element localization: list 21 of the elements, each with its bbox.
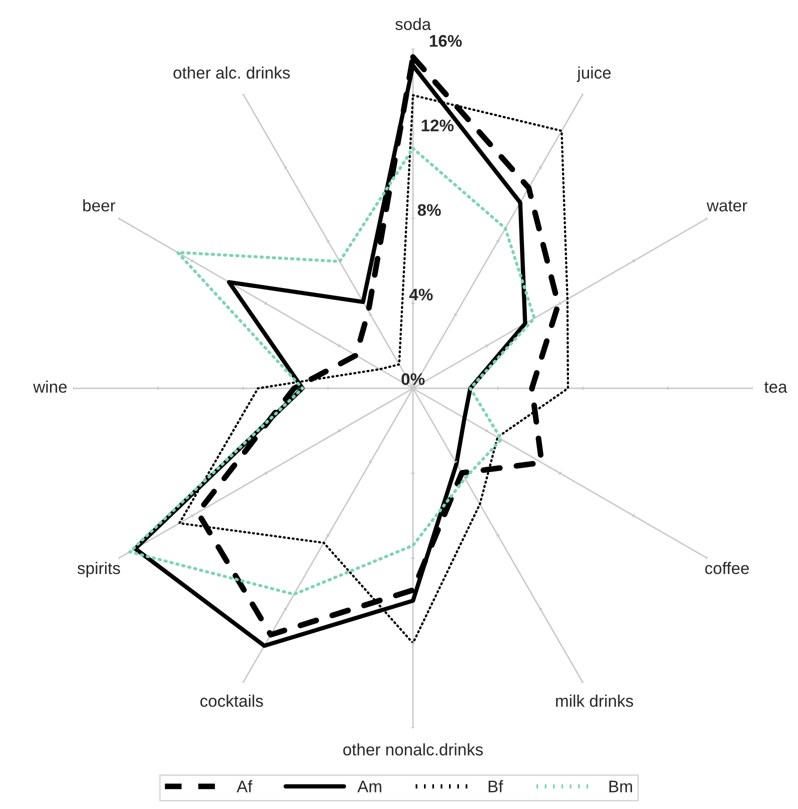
y-tick-label: 4% xyxy=(409,288,433,300)
y-tick-label: 16% xyxy=(430,35,462,47)
spoke-label: other alc. drinks xyxy=(174,66,290,79)
legend-label: Af xyxy=(236,780,252,792)
legend-label: Bf xyxy=(488,780,504,792)
spoke-label: wine xyxy=(33,380,67,393)
spoke-label: other nonalc.drinks xyxy=(343,743,483,756)
y-tick-label: 8% xyxy=(418,204,441,216)
spoke-label: beer xyxy=(83,199,116,212)
spoke-label: tea xyxy=(764,382,788,393)
spoke-label: water xyxy=(706,200,748,212)
spoke-label: milk drinks xyxy=(556,694,634,707)
legend-label: Bm xyxy=(609,780,632,792)
y-tick-label: 0% xyxy=(402,373,425,386)
spoke-label: cocktails xyxy=(200,694,263,707)
spoke-label: coffee xyxy=(705,562,749,574)
y-tick-label: 12% xyxy=(422,120,454,132)
legend-label: Am xyxy=(357,780,382,792)
spoke-label: juice xyxy=(576,66,611,82)
spoke-label: soda xyxy=(395,18,432,30)
spoke-label: spirits xyxy=(78,562,120,578)
